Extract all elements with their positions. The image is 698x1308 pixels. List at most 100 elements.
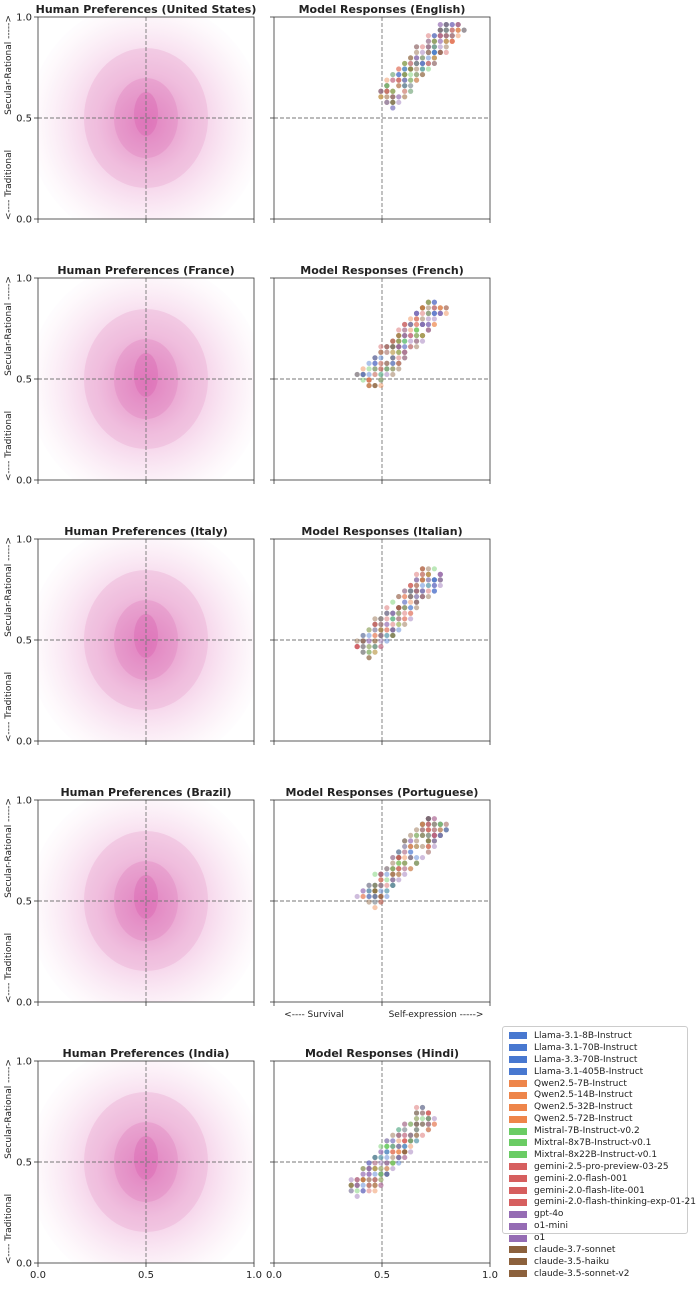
- model-point: [396, 621, 402, 627]
- model-point: [390, 621, 396, 627]
- model-point: [384, 88, 390, 94]
- model-point: [402, 1149, 408, 1155]
- model-point: [366, 377, 372, 383]
- model-point: [413, 338, 420, 344]
- model-point: [431, 44, 437, 50]
- model-point: [425, 299, 432, 305]
- legend-swatch: [509, 1151, 527, 1159]
- model-point: [384, 99, 390, 105]
- model-point: [419, 1104, 426, 1111]
- model-point: [413, 1104, 420, 1111]
- model-point: [396, 860, 402, 866]
- model-point: [425, 1121, 432, 1127]
- model-point: [372, 882, 378, 888]
- model-point: [384, 877, 390, 883]
- model-point: [443, 21, 449, 28]
- model-point: [425, 60, 432, 67]
- model-point: [366, 360, 372, 366]
- model-point: [419, 577, 426, 583]
- model-point: [384, 1171, 390, 1177]
- model-point: [390, 344, 396, 350]
- model-point: [408, 588, 414, 594]
- model-point: [413, 60, 420, 67]
- model-point: [443, 38, 449, 44]
- model-point: [384, 349, 390, 355]
- model-point: [366, 382, 372, 389]
- model-point: [390, 88, 396, 94]
- model-point: [378, 621, 384, 627]
- model-point: [425, 827, 432, 833]
- model-point: [408, 88, 414, 94]
- model-point: [419, 566, 426, 572]
- model-point: [366, 627, 372, 633]
- scatter-points: [354, 299, 449, 389]
- model-point: [396, 860, 402, 866]
- model-point: [408, 83, 414, 89]
- model-point: [402, 344, 408, 350]
- model-point: [413, 1138, 420, 1144]
- model-point: [437, 27, 443, 33]
- model-point: [413, 327, 420, 333]
- model-point: [402, 605, 408, 611]
- model-point: [396, 344, 402, 350]
- model-point: [419, 577, 426, 583]
- model-point: [396, 871, 402, 877]
- human-panel: Human Preferences (Italy) 0.0 0.5 1.0Secula…: [4, 525, 255, 748]
- model-point: [425, 66, 432, 72]
- model-point: [396, 338, 402, 344]
- model-point: [419, 310, 426, 316]
- model-point: [402, 60, 408, 67]
- model-point: [366, 1177, 372, 1183]
- model-point: [408, 1132, 414, 1138]
- model-point: [431, 577, 437, 583]
- model-point: [384, 1149, 390, 1155]
- model-point: [413, 860, 420, 866]
- model-point: [360, 638, 366, 644]
- model-point: [390, 877, 396, 883]
- model-point: [354, 643, 360, 650]
- model-point: [396, 71, 402, 78]
- panel-title: Human Preferences (France): [57, 264, 234, 277]
- legend-swatch: [509, 1175, 527, 1183]
- model-point: [354, 1177, 360, 1183]
- model-point: [366, 1177, 372, 1183]
- model-point: [402, 321, 408, 328]
- model-point: [390, 366, 396, 372]
- model-point: [390, 854, 396, 861]
- x-tick-label: 0.0: [30, 1270, 46, 1281]
- model-point: [390, 860, 396, 866]
- model-point: [425, 305, 432, 311]
- model-point: [366, 377, 372, 383]
- model-point: [360, 1188, 366, 1194]
- model-point: [372, 882, 378, 888]
- model-point: [437, 33, 443, 39]
- model-point: [419, 821, 426, 827]
- model-point: [419, 821, 426, 827]
- model-point: [408, 332, 414, 339]
- y-axis-label-bottom: <---- Traditional: [4, 411, 14, 481]
- model-point: [372, 643, 378, 650]
- model-point: [360, 638, 366, 644]
- model-point: [360, 649, 366, 655]
- y-tick-label: 0.5: [16, 375, 32, 386]
- model-point: [413, 599, 420, 605]
- model-point: [455, 21, 461, 28]
- model-point: [366, 1160, 372, 1166]
- legend-swatch: [509, 1139, 527, 1147]
- model-point: [449, 33, 455, 39]
- model-point: [461, 27, 467, 33]
- model-point: [384, 632, 390, 639]
- model-point: [437, 49, 443, 55]
- model-point: [396, 1154, 402, 1161]
- model-point: [390, 1132, 396, 1138]
- model-point: [396, 1154, 402, 1161]
- model-point: [384, 99, 390, 105]
- model-point: [437, 27, 443, 33]
- model-point: [396, 99, 402, 105]
- model-point: [425, 577, 432, 583]
- model-point: [402, 83, 408, 89]
- model-point: [413, 588, 420, 594]
- model-point: [384, 83, 390, 89]
- model-point: [390, 1154, 396, 1161]
- model-point: [425, 33, 432, 39]
